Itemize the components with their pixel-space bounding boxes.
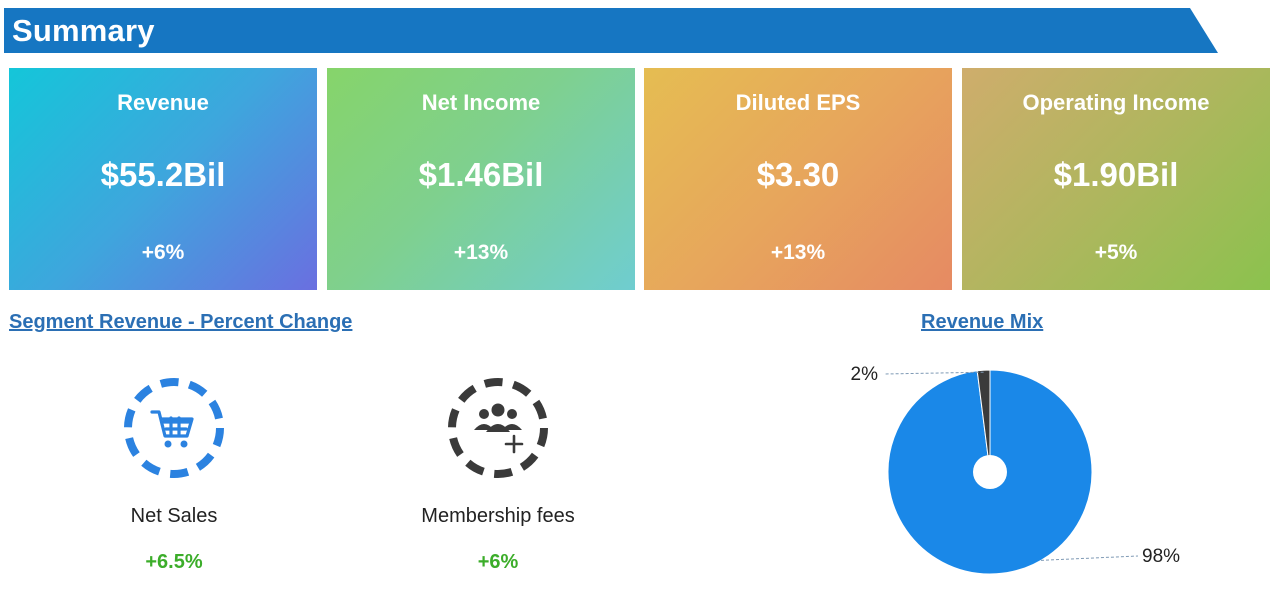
kpi-value: $3.30 [756,156,840,193]
kpi-label: Net Income [421,90,541,115]
kpi-label: Operating Income [1022,90,1210,115]
kpi-value: $55.2Bil [100,156,226,193]
kpi-change: +13% [453,241,509,264]
kpi-change: +5% [1094,241,1138,264]
summary-banner: Summary [4,8,1218,53]
summary-title: Summary [12,13,155,48]
revenue-mix-link[interactable]: Revenue Mix [921,311,1044,333]
pie-leader-main [1040,555,1139,561]
kpi-card-operating-income: Operating Income $1.90Bil +5% [962,68,1270,290]
kpi-change: +13% [770,241,826,264]
banner-shape [4,8,1218,53]
revenue-mix-chart: 2% 98% [820,350,1220,590]
shopping-cart-icon [122,376,226,480]
segment-revenue-link[interactable]: Segment Revenue - Percent Change [9,311,353,333]
pie-leader-small [883,371,984,375]
kpi-card-diluted-eps: Diluted EPS $3.30 +13% [644,68,952,290]
segment-change-membership-fees: +6% [477,551,519,573]
pie-label-main: 98% [1142,546,1180,567]
kpi-label: Diluted EPS [735,90,861,115]
pie-label-small: 2% [851,364,879,385]
kpi-change: +6% [141,241,185,264]
segment-label-net-sales: Net Sales [130,505,218,527]
kpi-value: $1.90Bil [1053,156,1179,193]
kpi-label: Revenue [117,90,209,115]
members-add-icon [446,376,550,480]
kpi-value: $1.46Bil [418,156,544,193]
kpi-card-net-income: Net Income $1.46Bil +13% [327,68,635,290]
pie-center-hole [973,455,1007,489]
segment-change-net-sales: +6.5% [145,551,203,573]
kpi-card-revenue: Revenue $55.2Bil +6% [9,68,317,290]
segment-label-membership-fees: Membership fees [421,505,575,527]
pie-slice-small [976,369,991,473]
